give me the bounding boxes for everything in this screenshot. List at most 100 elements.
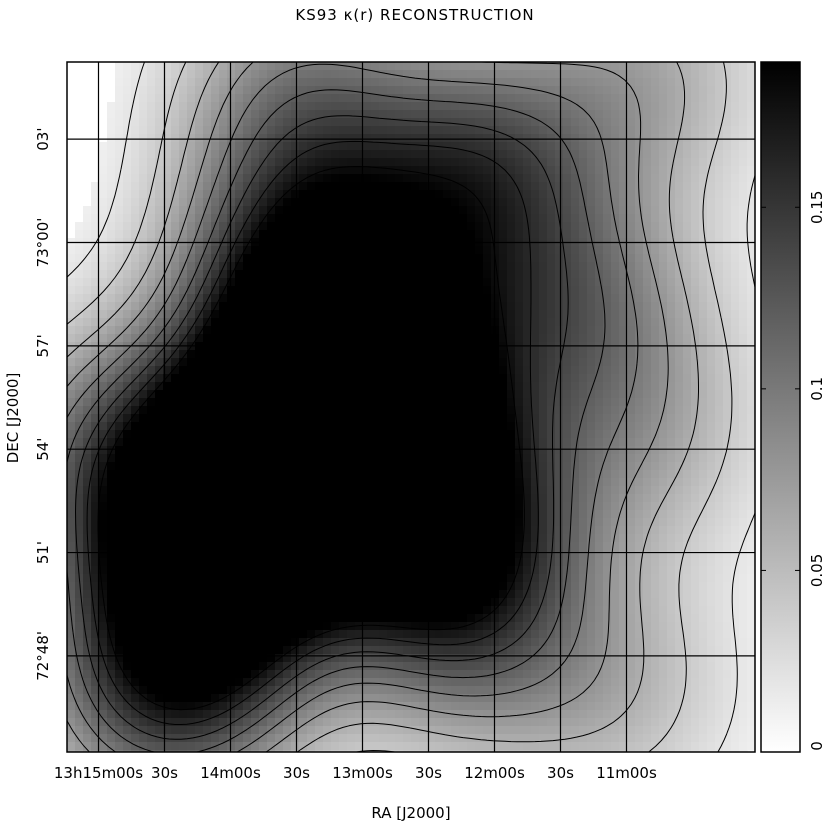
kappa-cell xyxy=(227,422,236,431)
kappa-cell xyxy=(299,214,308,223)
kappa-cell xyxy=(715,318,724,327)
kappa-cell xyxy=(171,62,180,71)
kappa-cell xyxy=(307,422,316,431)
kappa-cell xyxy=(675,230,684,239)
kappa-cell xyxy=(747,430,755,439)
kappa-cell xyxy=(691,294,700,303)
kappa-cell xyxy=(587,150,596,159)
kappa-cell xyxy=(587,318,596,327)
kappa-cell xyxy=(171,382,180,391)
kappa-cell xyxy=(219,502,228,511)
kappa-cell xyxy=(363,254,372,263)
kappa-cell xyxy=(275,214,284,223)
kappa-cell xyxy=(747,382,755,391)
kappa-cell xyxy=(163,174,172,183)
kappa-cell xyxy=(499,494,508,503)
kappa-cell xyxy=(115,158,124,167)
kappa-cell xyxy=(123,230,132,239)
kappa-cell xyxy=(491,174,500,183)
kappa-cell xyxy=(355,214,364,223)
kappa-cell xyxy=(563,406,572,415)
kappa-cell xyxy=(651,270,660,279)
kappa-cell xyxy=(515,142,524,151)
kappa-cell xyxy=(587,206,596,215)
kappa-cell xyxy=(147,294,156,303)
kappa-cell xyxy=(499,206,508,215)
kappa-cell xyxy=(251,518,260,527)
kappa-cell xyxy=(339,278,348,287)
kappa-cell xyxy=(379,302,388,311)
kappa-cell xyxy=(227,526,236,535)
kappa-cell xyxy=(443,254,452,263)
kappa-cell xyxy=(155,70,164,79)
kappa-cell xyxy=(539,526,548,535)
kappa-cell xyxy=(691,358,700,367)
kappa-cell xyxy=(555,318,564,327)
kappa-cell xyxy=(339,470,348,479)
kappa-cell xyxy=(107,134,116,143)
kappa-cell xyxy=(667,326,676,335)
kappa-cell xyxy=(611,134,620,143)
kappa-cell xyxy=(323,366,332,375)
kappa-cell xyxy=(123,214,132,223)
kappa-cell xyxy=(75,510,84,519)
kappa-cell xyxy=(675,78,684,87)
kappa-cell xyxy=(555,70,564,79)
kappa-cell xyxy=(507,166,516,175)
kappa-cell xyxy=(299,182,308,191)
kappa-cell xyxy=(251,158,260,167)
kappa-cell xyxy=(499,262,508,271)
kappa-cell xyxy=(491,166,500,175)
kappa-cell xyxy=(403,518,412,527)
kappa-cell xyxy=(171,278,180,287)
kappa-cell xyxy=(227,462,236,471)
kappa-cell xyxy=(147,182,156,191)
kappa-cell xyxy=(387,438,396,447)
kappa-cell xyxy=(683,62,692,71)
kappa-cell xyxy=(443,406,452,415)
kappa-cell xyxy=(411,174,420,183)
kappa-cell xyxy=(547,206,556,215)
kappa-cell xyxy=(619,318,628,327)
kappa-cell xyxy=(635,246,644,255)
kappa-cell xyxy=(619,350,628,359)
kappa-cell xyxy=(691,470,700,479)
kappa-cell xyxy=(275,470,284,479)
kappa-cell xyxy=(547,366,556,375)
kappa-cell xyxy=(531,246,540,255)
kappa-cell xyxy=(627,502,636,511)
kappa-cell xyxy=(283,126,292,135)
kappa-cell xyxy=(691,414,700,423)
kappa-cell xyxy=(235,70,244,79)
kappa-cell xyxy=(267,382,276,391)
kappa-cell xyxy=(163,382,172,391)
kappa-cell xyxy=(427,366,436,375)
kappa-cell xyxy=(507,70,516,79)
kappa-cell xyxy=(723,294,732,303)
kappa-cell xyxy=(75,502,84,511)
kappa-cell xyxy=(259,150,268,159)
kappa-cell xyxy=(307,358,316,367)
kappa-cell xyxy=(339,518,348,527)
kappa-cell xyxy=(211,206,220,215)
kappa-cell xyxy=(147,110,156,119)
kappa-cell xyxy=(523,198,532,207)
kappa-cell xyxy=(507,470,516,479)
kappa-cell xyxy=(483,198,492,207)
kappa-cell xyxy=(131,470,140,479)
kappa-cell xyxy=(403,326,412,335)
kappa-cell xyxy=(723,110,732,119)
kappa-cell xyxy=(147,310,156,319)
kappa-cell xyxy=(707,398,716,407)
kappa-cell xyxy=(235,390,244,399)
kappa-cell xyxy=(107,294,116,303)
kappa-cell xyxy=(115,350,124,359)
kappa-cell xyxy=(579,398,588,407)
kappa-cell xyxy=(507,486,516,495)
kappa-cell xyxy=(139,462,148,471)
kappa-cell xyxy=(419,270,428,279)
kappa-cell xyxy=(147,518,156,527)
kappa-cell xyxy=(355,454,364,463)
kappa-cell xyxy=(195,526,204,535)
kappa-cell xyxy=(715,302,724,311)
